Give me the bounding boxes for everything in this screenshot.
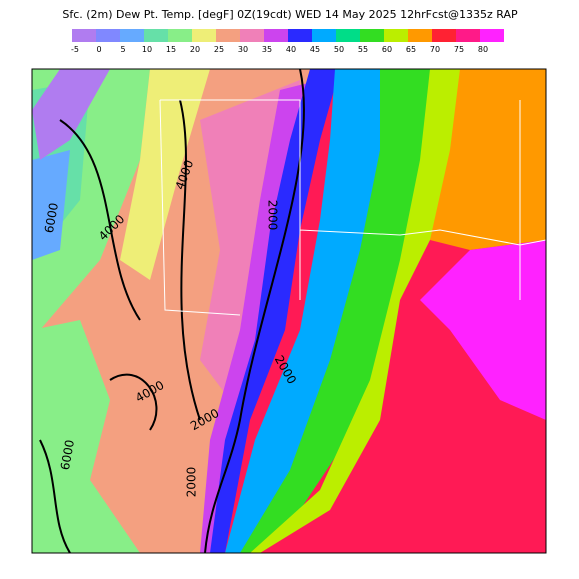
region-blue-west xyxy=(32,150,70,260)
colorbar-label: 50 xyxy=(334,45,344,54)
colorbar-label: 60 xyxy=(382,45,392,54)
contour-label: 6000 xyxy=(58,439,77,472)
contour-label: 2000 xyxy=(185,467,199,498)
colorbar: -5 0 5 10 15 20 25 30 35 40 45 50 55 60 65 70 75 80 xyxy=(71,29,504,54)
colorbar-label: 80 xyxy=(478,45,488,54)
colorbar-swatch xyxy=(288,29,312,42)
colorbar-swatch xyxy=(168,29,192,42)
colorbar-swatch xyxy=(312,29,336,42)
contour-lines xyxy=(39,69,306,553)
colorbar-swatch xyxy=(408,29,432,42)
region-orange xyxy=(430,69,546,250)
colorbar-label: 35 xyxy=(262,45,272,54)
colorbar-swatch xyxy=(384,29,408,42)
colorbar-label: 10 xyxy=(142,45,152,54)
colorbar-label: 45 xyxy=(310,45,320,54)
map xyxy=(31,68,547,554)
colorbar-swatch xyxy=(192,29,216,42)
colorbar-swatch xyxy=(216,29,240,42)
colorbar-swatch xyxy=(480,29,504,42)
region-magenta xyxy=(420,240,546,420)
colorbar-label: 15 xyxy=(166,45,176,54)
colorbar-label: 25 xyxy=(214,45,224,54)
colorbar-label: 65 xyxy=(406,45,416,54)
colorbar-label: 55 xyxy=(358,45,368,54)
region-yellow-west xyxy=(120,69,210,280)
colorbar-label: 0 xyxy=(96,45,101,54)
colorbar-swatch xyxy=(360,29,384,42)
map-frame xyxy=(31,68,547,554)
region-green-southwest xyxy=(32,320,140,553)
contour-label: 6000 xyxy=(42,202,61,235)
state-borders xyxy=(159,99,546,316)
region-blue-band xyxy=(210,69,340,553)
colorbar-swatch xyxy=(144,29,168,42)
colorbar-label: -5 xyxy=(71,45,79,54)
colorbar-swatch xyxy=(432,29,456,42)
colorbar-swatch xyxy=(96,29,120,42)
colorbar-swatch xyxy=(120,29,144,42)
colorbar-swatch xyxy=(456,29,480,42)
region-green-east xyxy=(240,69,440,553)
colorbar-label: 75 xyxy=(454,45,464,54)
colorbar-swatch xyxy=(240,29,264,42)
region-yellow-east xyxy=(250,69,470,553)
colorbar-label: 20 xyxy=(190,45,200,54)
region-cyan xyxy=(225,69,400,553)
region-purple-west xyxy=(32,69,110,160)
colorbar-swatch xyxy=(264,29,288,42)
colorbar-label: 40 xyxy=(286,45,296,54)
colorbar-label: 5 xyxy=(120,45,125,54)
contour-label: 2000 xyxy=(266,200,280,231)
title: Sfc. (2m) Dew Pt. Temp. [degF] 0Z(19cdt)… xyxy=(62,8,518,21)
colorbar-swatch xyxy=(336,29,360,42)
colorbar-label: 70 xyxy=(430,45,440,54)
colorbar-swatch xyxy=(72,29,96,42)
colorbar-label: 30 xyxy=(238,45,248,54)
